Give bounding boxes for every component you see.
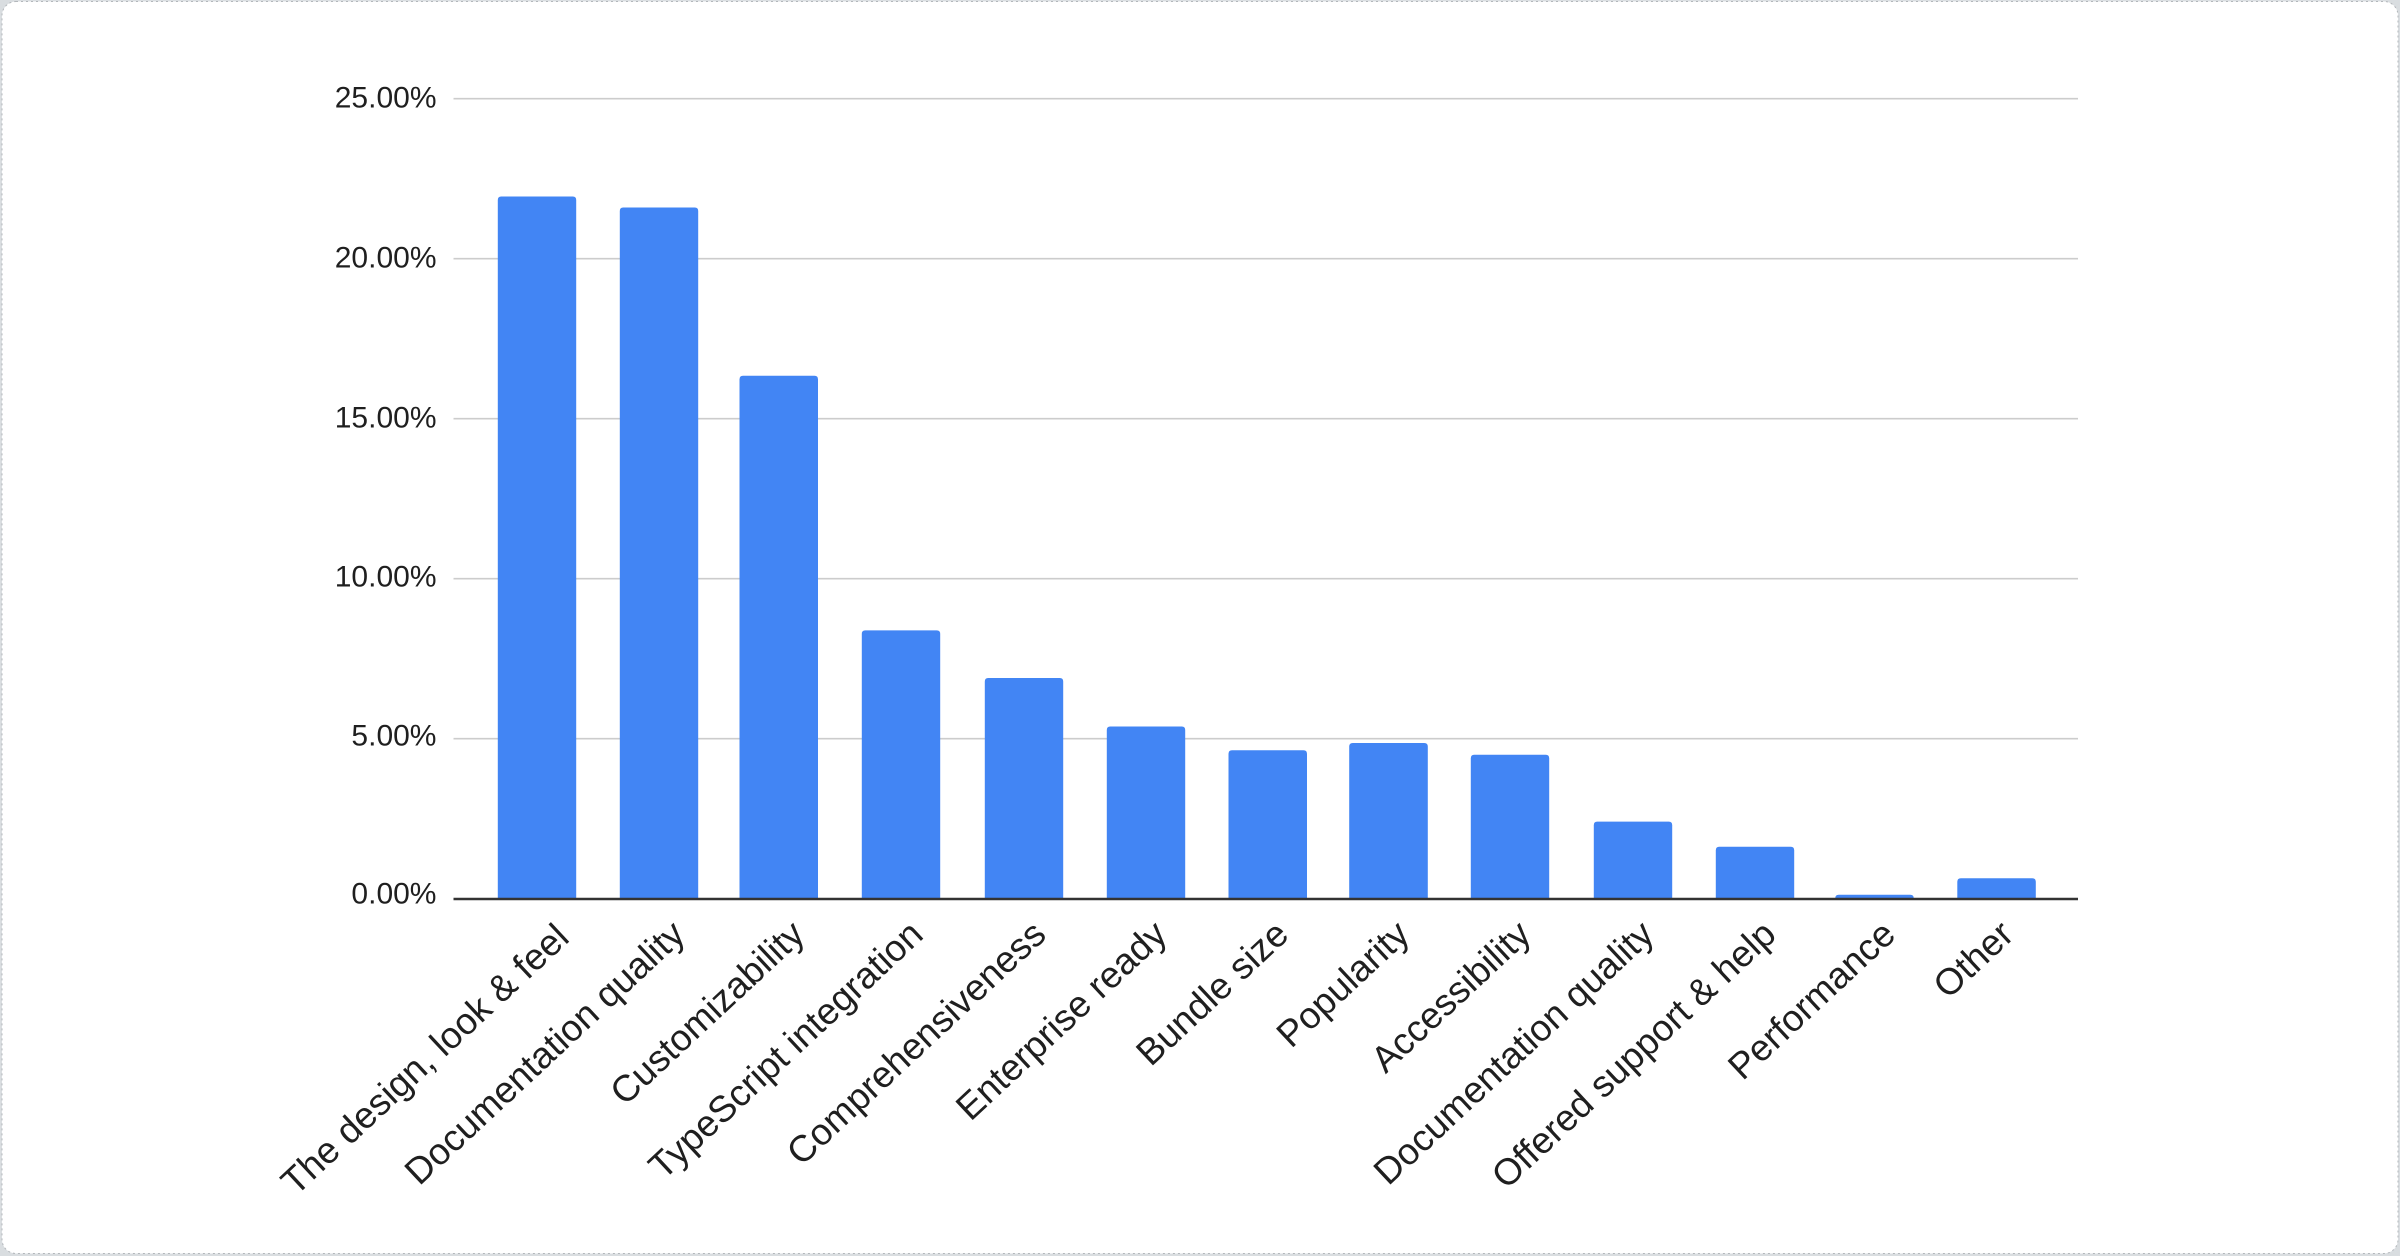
svg-text:20.00%: 20.00% [335, 242, 437, 275]
svg-text:5.00%: 5.00% [351, 720, 436, 753]
svg-text:15.00%: 15.00% [335, 402, 437, 435]
svg-text:25.00%: 25.00% [335, 82, 437, 115]
svg-text:0.00%: 0.00% [351, 878, 436, 911]
svg-text:10.00%: 10.00% [335, 561, 437, 594]
